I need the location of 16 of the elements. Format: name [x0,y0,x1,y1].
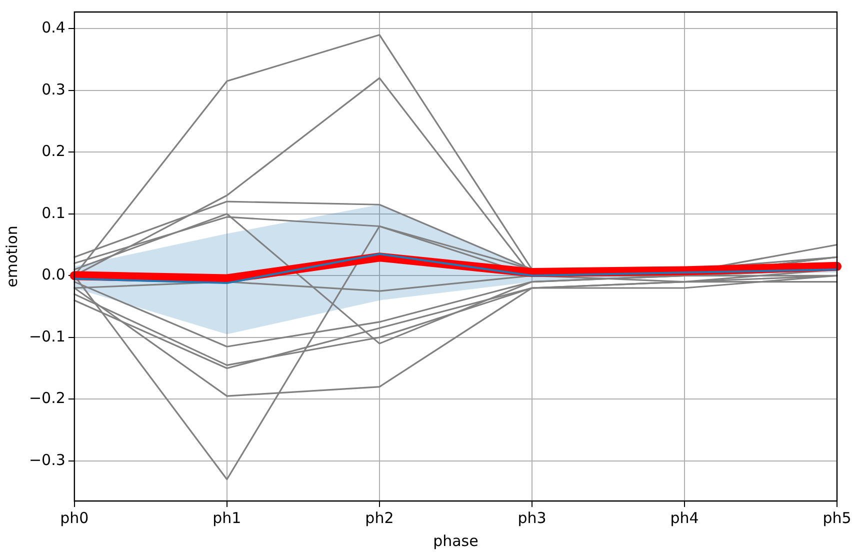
x-axis-title: phase [433,532,478,550]
x-tick-label: ph2 [365,508,394,527]
y-tick-label: 0.0 [42,266,66,284]
y-tick-label: 0.3 [42,80,66,98]
y-axis-title: emotion [2,226,21,288]
y-tick-label: −0.1 [28,327,66,346]
y-tick-label: −0.2 [28,389,66,408]
y-tick-label: 0.1 [42,204,66,222]
x-tick-label: ph4 [670,508,699,527]
y-tick-label: −0.3 [28,450,66,469]
x-tick-label: ph1 [212,508,242,527]
y-tick-label: 0.2 [42,142,66,160]
x-tick-label: ph3 [518,508,546,527]
y-tick-label: 0.4 [42,18,66,37]
x-tick-label: ph0 [60,508,89,527]
x-tick-label: ph5 [822,508,852,527]
